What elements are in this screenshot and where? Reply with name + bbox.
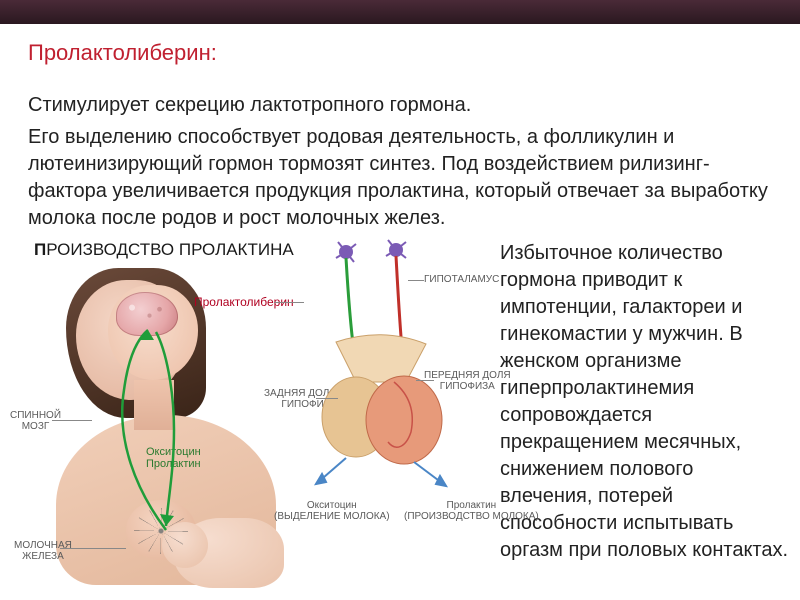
leader-line xyxy=(316,398,338,399)
slide: Пролактолиберин: Стимулирует секрецию ла… xyxy=(0,0,800,600)
leader-line xyxy=(416,380,434,381)
paragraph-1: Стимулирует секрецию лактотропного гормо… xyxy=(28,92,772,118)
paragraph-2: Его выделению способствует родовая деяте… xyxy=(28,124,772,232)
leader-line xyxy=(408,280,424,281)
top-bar xyxy=(0,0,800,24)
leader-line xyxy=(60,548,126,549)
figure: ПРОИЗВОДСТВО ПРОЛАКТИНА xyxy=(16,240,496,580)
leader-line xyxy=(274,302,304,303)
nerve-arrows-icon xyxy=(16,240,496,580)
paragraph-3: Избыточное количество гормона приводит к… xyxy=(500,240,790,564)
leader-line xyxy=(52,420,92,421)
slide-title: Пролактолиберин: xyxy=(28,40,217,66)
